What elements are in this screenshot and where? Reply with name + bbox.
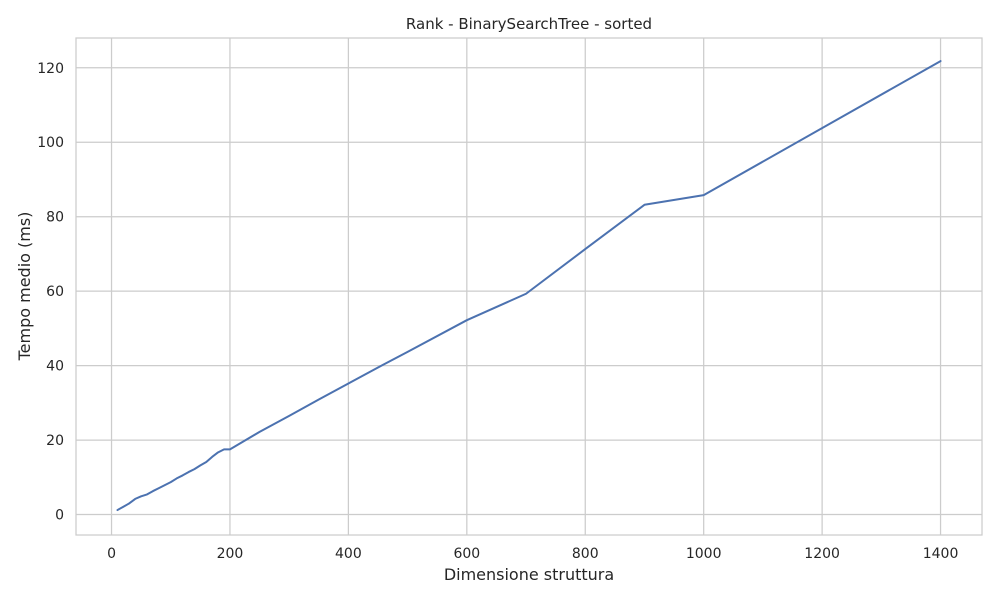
y-tick-label: 80 [46,210,64,226]
y-tick-label: 20 [46,433,64,449]
y-tick-label: 60 [46,284,64,300]
y-tick-label: 0 [55,508,64,524]
chart-title: Rank - BinarySearchTree - sorted [406,15,652,33]
plot-area [76,38,982,535]
x-tick-label: 400 [335,546,362,562]
x-tick-label: 1200 [804,546,840,562]
grid [76,38,982,535]
y-tick-label: 40 [46,359,64,375]
x-tick-label: 1000 [686,546,722,562]
x-tick-label: 200 [217,546,244,562]
x-tick-label: 600 [453,546,480,562]
series-layer [116,60,942,512]
x-tick-label: 1400 [923,546,959,562]
y-tick-label: 120 [37,61,64,77]
y-axis-label: Tempo medio (ms) [15,212,34,362]
series-line [116,60,942,512]
tick-labels: 0 200 400 600 800 1000 1200 1400 0 20 40 60 80 100 120 [37,61,958,562]
x-tick-label: 0 [107,546,116,562]
x-tick-label: 800 [572,546,599,562]
y-tick-label: 100 [37,135,64,151]
x-axis-label: Dimensione struttura [444,565,614,584]
plot-frame [75,37,983,536]
